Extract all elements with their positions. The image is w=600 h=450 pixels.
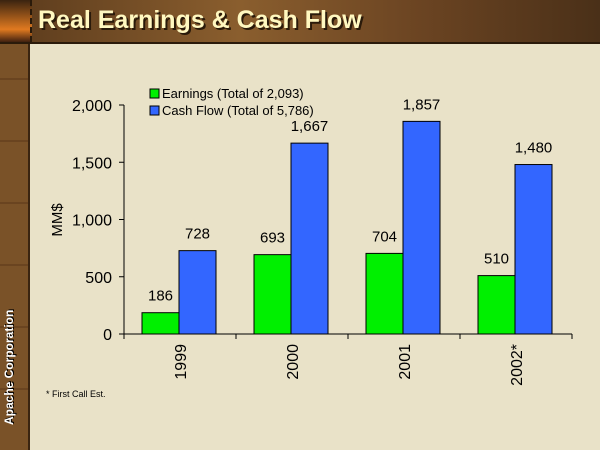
- x-tick-label: 2002*: [509, 344, 526, 386]
- y-tick-label: 2,000: [72, 98, 112, 115]
- y-tick-label: 1,000: [72, 213, 112, 230]
- data-label: 704: [372, 228, 397, 245]
- y-tick-label: 1,500: [72, 155, 112, 172]
- slide-title: Real Earnings & Cash Flow: [38, 6, 362, 34]
- oil-rig-logo: [0, 0, 32, 42]
- legend-swatch: [149, 105, 160, 116]
- cash-flow-bar: [402, 120, 441, 335]
- sidebar: [0, 44, 30, 450]
- x-tick-label: 1999: [173, 344, 190, 380]
- legend-swatch: [149, 88, 160, 99]
- earnings-bar: [253, 254, 292, 335]
- data-label: 1,480: [515, 140, 553, 157]
- header-bar: Real Earnings & Cash Flow: [0, 0, 600, 44]
- earnings-bar: [477, 275, 516, 335]
- y-axis-label: MM$: [49, 203, 66, 237]
- footnote: * First Call Est.: [46, 389, 106, 399]
- x-tick-label: 2000: [285, 344, 302, 380]
- legend-label: Cash Flow (Total of 5,786): [162, 103, 314, 118]
- data-label: 186: [148, 288, 173, 305]
- data-label: 728: [185, 226, 210, 243]
- cash-flow-bar: [178, 250, 217, 335]
- data-label: 1,857: [403, 96, 441, 113]
- cash-flow-bar: [290, 142, 329, 335]
- data-label: 510: [484, 251, 509, 268]
- x-tick-label: 2001: [397, 344, 414, 380]
- earnings-bar: [365, 252, 404, 335]
- cash-flow-bar: [514, 164, 553, 335]
- data-label: 1,667: [291, 118, 329, 135]
- earnings-bar: [141, 312, 180, 335]
- data-label: 693: [260, 230, 285, 247]
- y-tick-label: 0: [103, 327, 112, 344]
- legend-label: Earnings (Total of 2,093): [162, 86, 304, 101]
- y-tick-label: 500: [85, 270, 112, 287]
